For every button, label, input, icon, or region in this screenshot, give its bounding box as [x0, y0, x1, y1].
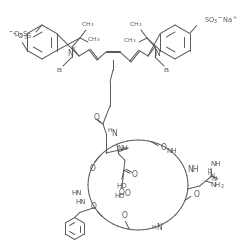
Text: O: O [91, 202, 96, 211]
Text: NH: NH [118, 144, 128, 151]
Text: HN: HN [76, 199, 86, 205]
Text: HN: HN [72, 190, 82, 196]
Text: N: N [209, 173, 214, 179]
Text: HO: HO [114, 193, 125, 199]
Text: $^-$O$_3$S: $^-$O$_3$S [7, 30, 28, 40]
Text: CH$_3$: CH$_3$ [123, 37, 137, 46]
Text: Et: Et [164, 67, 170, 72]
Text: $^+$: $^+$ [72, 47, 78, 52]
Text: CH$_3$: CH$_3$ [87, 36, 101, 45]
Text: O: O [119, 188, 125, 197]
Text: O: O [132, 170, 138, 179]
Text: CH$_3$: CH$_3$ [129, 21, 143, 29]
Text: NH: NH [187, 165, 199, 174]
Text: SO$_3$$^-$Na$^+$: SO$_3$$^-$Na$^+$ [204, 15, 238, 26]
Text: H: H [208, 171, 212, 177]
Text: O: O [194, 190, 200, 199]
Text: O: O [125, 189, 131, 198]
Text: CH$_3$: CH$_3$ [81, 21, 95, 29]
Text: N: N [154, 49, 160, 58]
Text: NH: NH [166, 148, 177, 154]
Text: H: H [208, 168, 212, 173]
Text: N: N [211, 176, 216, 182]
Text: NH: NH [210, 161, 221, 167]
Text: O: O [122, 211, 127, 220]
Text: O: O [94, 113, 100, 122]
Text: NH$_2$: NH$_2$ [210, 181, 225, 191]
Text: H: H [152, 225, 156, 230]
Text: O: O [90, 164, 96, 173]
Text: HO: HO [116, 183, 127, 189]
Text: N: N [111, 129, 117, 138]
Text: N: N [67, 49, 73, 58]
Text: H: H [108, 128, 112, 133]
Text: $^-$O$_3$S: $^-$O$_3$S [12, 31, 32, 42]
Text: Et: Et [57, 67, 63, 72]
Text: O: O [161, 143, 167, 152]
Text: N: N [156, 223, 162, 232]
